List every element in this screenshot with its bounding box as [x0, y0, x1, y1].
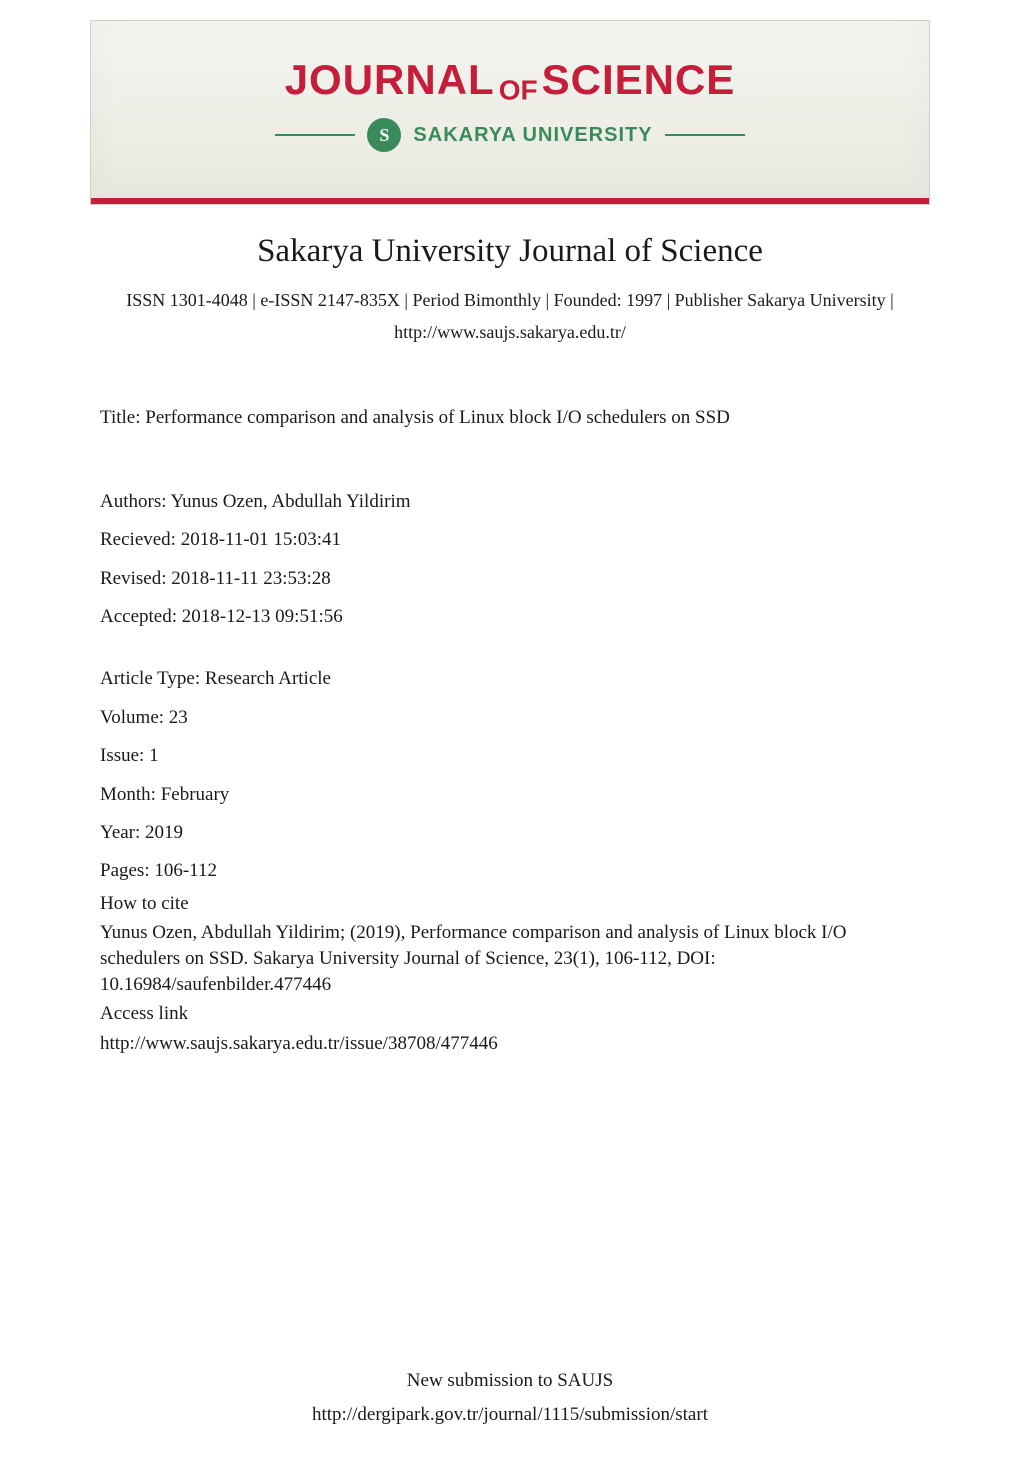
received-value: 2018-11-01 15:03:41 — [181, 529, 341, 550]
accepted-value: 2018-12-13 09:51:56 — [182, 606, 343, 627]
accepted-prefix: Accepted: — [100, 606, 182, 627]
journal-title: Sakarya University Journal of Science — [100, 233, 920, 270]
article-type-value: Research Article — [205, 668, 331, 689]
journal-meta-line: ISSN 1301-4048 | e-ISSN 2147-835X | Peri… — [100, 284, 920, 316]
footer-line-1: New submission to SAUJS — [0, 1364, 1020, 1398]
banner-line-right — [665, 134, 745, 136]
title-prefix: Title: — [100, 407, 145, 428]
accepted-row: Accepted: 2018-12-13 09:51:56 — [100, 602, 920, 632]
authors-row: Authors: Yunus Ozen, Abdullah Yildirim — [100, 487, 920, 517]
issue-value: 1 — [149, 745, 159, 766]
month-value: February — [161, 784, 230, 805]
paper-title: Performance comparison and analysis of L… — [145, 407, 730, 428]
banner-underline — [91, 198, 929, 204]
revised-value: 2018-11-11 23:53:28 — [171, 568, 331, 589]
page-footer: New submission to SAUJS http://dergipark… — [0, 1364, 1020, 1432]
month-prefix: Month: — [100, 784, 161, 805]
how-to-cite-label: How to cite — [100, 891, 920, 917]
journal-meta: ISSN 1301-4048 | e-ISSN 2147-835X | Peri… — [100, 284, 920, 349]
authors-prefix: Authors: — [100, 491, 171, 512]
month-row: Month: February — [100, 780, 920, 810]
banner-line-left — [275, 134, 355, 136]
article-type-prefix: Article Type: — [100, 668, 205, 689]
banner-title-row: JOURNAL OF SCIENCE — [91, 56, 929, 106]
year-row: Year: 2019 — [100, 818, 920, 848]
banner-science-word: SCIENCE — [542, 56, 736, 103]
received-row: Recieved: 2018-11-01 15:03:41 — [100, 525, 920, 555]
banner-journal-word: JOURNAL — [285, 56, 495, 103]
revised-row: Revised: 2018-11-11 23:53:28 — [100, 564, 920, 594]
citation-text: Yunus Ozen, Abdullah Yildirim; (2019), P… — [100, 920, 920, 997]
issue-prefix: Issue: — [100, 745, 149, 766]
article-type-row: Article Type: Research Article — [100, 664, 920, 694]
university-logo-icon: S — [367, 118, 401, 152]
banner-of-word: OF — [499, 74, 538, 105]
banner-content: JOURNAL OF SCIENCE S SAKARYA UNIVERSITY — [91, 56, 929, 152]
revised-prefix: Revised: — [100, 568, 171, 589]
footer-line-2: http://dergipark.gov.tr/journal/1115/sub… — [0, 1398, 1020, 1432]
year-prefix: Year: — [100, 822, 145, 843]
page-content: Sakarya University Journal of Science IS… — [70, 233, 950, 1057]
access-link-value: http://www.saujs.sakarya.edu.tr/issue/38… — [100, 1031, 920, 1057]
pages-value: 106-112 — [154, 860, 217, 881]
volume-prefix: Volume: — [100, 707, 169, 728]
banner-university-row: S SAKARYA UNIVERSITY — [91, 118, 929, 152]
issue-row: Issue: 1 — [100, 741, 920, 771]
journal-banner: JOURNAL OF SCIENCE S SAKARYA UNIVERSITY — [90, 20, 930, 205]
pages-row: Pages: 106-112 — [100, 856, 920, 886]
paper-title-row: Title: Performance comparison and analys… — [100, 407, 920, 429]
received-prefix: Recieved: — [100, 529, 181, 550]
pages-prefix: Pages: — [100, 860, 154, 881]
volume-row: Volume: 23 — [100, 703, 920, 733]
access-link-label: Access link — [100, 1001, 920, 1027]
authors-value: Yunus Ozen, Abdullah Yildirim — [171, 491, 411, 512]
year-value: 2019 — [145, 822, 183, 843]
journal-url: http://www.saujs.sakarya.edu.tr/ — [100, 316, 920, 348]
volume-value: 23 — [169, 707, 188, 728]
banner-university-text: SAKARYA UNIVERSITY — [413, 124, 652, 147]
